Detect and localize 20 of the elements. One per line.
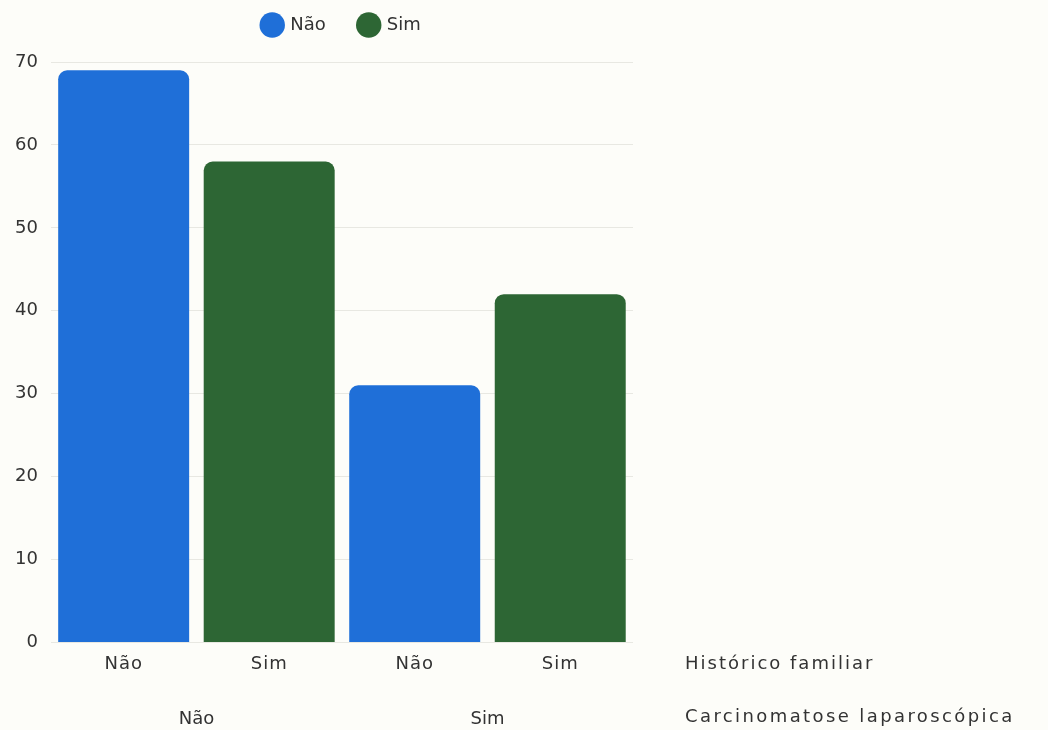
y-tick-label: 60	[15, 132, 38, 154]
y-tick-label: 30	[15, 381, 38, 403]
x-axis-title: Carcinomatose laparoscópica	[685, 705, 1015, 727]
y-tick-label: 10	[15, 547, 38, 569]
text: Histórico familiar	[685, 652, 875, 674]
y-tick-label: 20	[15, 464, 38, 486]
bar	[349, 385, 481, 642]
text: Sim	[541, 652, 579, 674]
y-tick-label: 40	[15, 298, 38, 320]
text: Não	[395, 652, 434, 674]
text: Não	[104, 652, 143, 674]
bar	[203, 161, 335, 642]
legend-label: Não	[290, 12, 326, 34]
bar	[494, 294, 626, 642]
legend-label: Sim	[386, 12, 421, 34]
y-tick-label: 0	[26, 630, 38, 652]
y-tick-label: 70	[15, 49, 38, 71]
bar	[58, 70, 190, 642]
y-tick-label: 50	[15, 215, 38, 237]
text: Sim	[250, 652, 288, 674]
